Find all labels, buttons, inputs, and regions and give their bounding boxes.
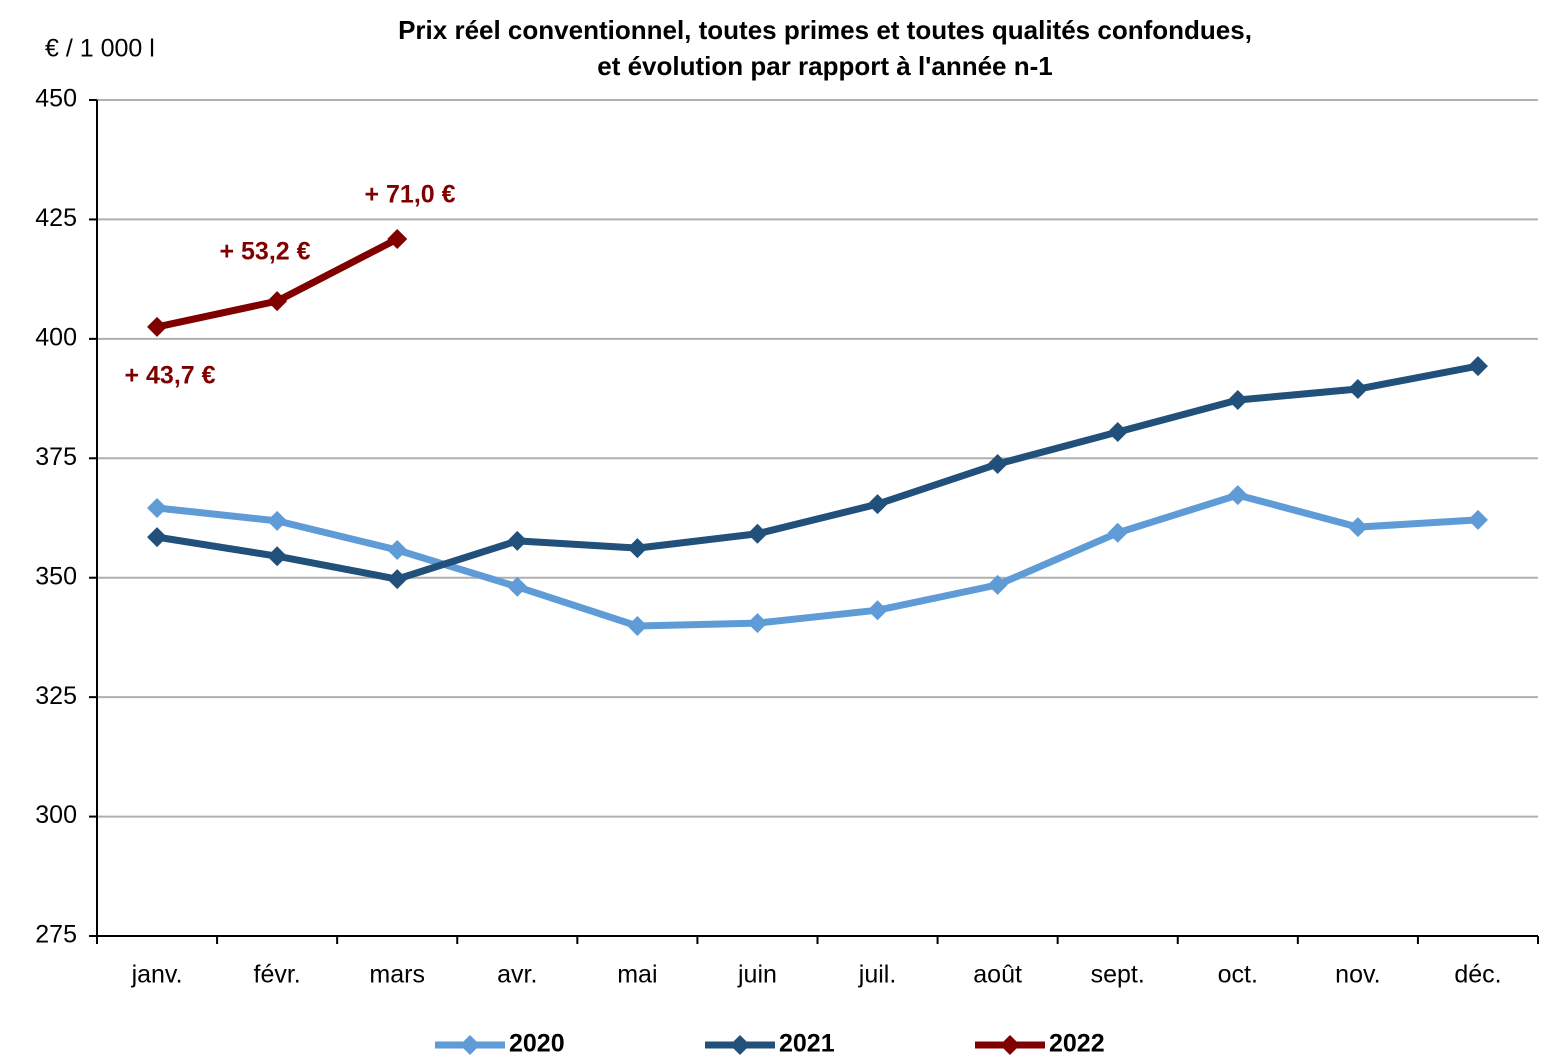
marker xyxy=(147,527,168,548)
x-tick-label: août xyxy=(973,961,1022,989)
marker xyxy=(267,510,288,531)
legend-label: 2020 xyxy=(509,1030,565,1056)
chart-title: Prix réel conventionnel, toutes primes e… xyxy=(398,15,1252,45)
marker xyxy=(1347,517,1368,538)
y-axis-label: € / 1 000 l xyxy=(45,35,155,63)
y-tick-label: 425 xyxy=(35,204,77,232)
x-tick-label: avr. xyxy=(497,961,537,989)
marker xyxy=(1467,509,1488,530)
x-tick-label: mars xyxy=(369,961,425,989)
x-tick-label: juil. xyxy=(858,961,897,989)
marker xyxy=(1227,485,1248,506)
marker xyxy=(747,523,768,544)
y-tick-label: 400 xyxy=(35,323,77,351)
y-tick-label: 275 xyxy=(35,921,77,949)
x-tick-label: nov. xyxy=(1335,961,1380,989)
marker xyxy=(507,530,528,551)
marker xyxy=(1227,390,1248,411)
marker xyxy=(1107,422,1128,443)
legend-marker xyxy=(460,1035,480,1055)
chart-subtitle: et évolution par rapport à l'année n-1 xyxy=(597,51,1052,81)
marker xyxy=(387,540,408,561)
marker xyxy=(267,546,288,567)
marker xyxy=(147,316,168,337)
marker xyxy=(1107,522,1128,543)
x-tick-label: mai xyxy=(617,961,657,989)
x-tick-label: févr. xyxy=(254,961,301,989)
marker xyxy=(867,600,888,621)
y-tick-label: 300 xyxy=(35,801,77,829)
x-tick-label: juin xyxy=(737,961,777,989)
marker xyxy=(987,574,1008,595)
legend-label: 2021 xyxy=(779,1030,835,1056)
x-tick-label: sept. xyxy=(1091,961,1145,989)
marker xyxy=(387,229,408,250)
x-tick-label: oct. xyxy=(1218,961,1258,989)
marker xyxy=(1467,356,1488,377)
marker xyxy=(1347,379,1368,400)
y-tick-label: 450 xyxy=(35,85,77,113)
marker xyxy=(507,576,528,597)
marker xyxy=(267,291,288,312)
marker xyxy=(627,615,648,636)
marker xyxy=(747,613,768,634)
legend-label: 2022 xyxy=(1049,1030,1105,1056)
legend-marker xyxy=(1000,1035,1020,1055)
y-tick-label: 350 xyxy=(35,562,77,590)
marker xyxy=(987,454,1008,475)
y-tick-label: 325 xyxy=(35,682,77,710)
marker xyxy=(627,538,648,559)
marker xyxy=(147,497,168,518)
annotation: + 43,7 € xyxy=(124,362,215,390)
annotation: + 71,0 € xyxy=(364,181,455,209)
x-tick-label: janv. xyxy=(131,961,183,989)
y-tick-label: 375 xyxy=(35,443,77,471)
series-line xyxy=(156,491,1479,630)
marker xyxy=(387,569,408,590)
marker xyxy=(867,494,888,515)
x-tick-label: déc. xyxy=(1454,961,1501,989)
series-line xyxy=(156,362,1479,583)
annotation: + 53,2 € xyxy=(219,238,310,266)
legend-marker xyxy=(730,1035,750,1055)
